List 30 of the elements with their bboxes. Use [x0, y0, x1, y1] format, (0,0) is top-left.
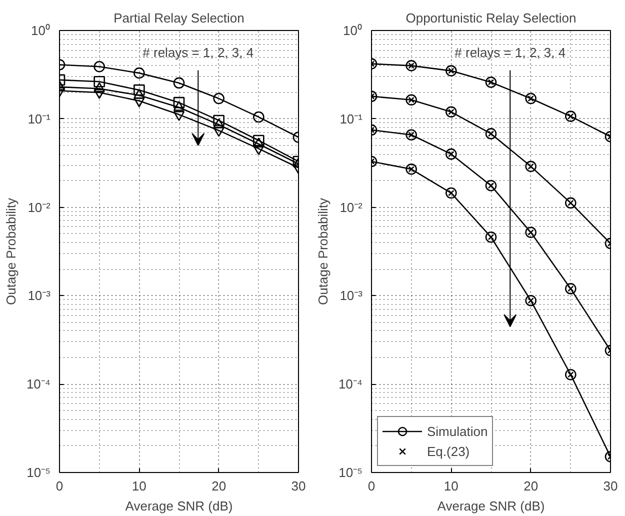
x-tick-label: 10: [132, 478, 146, 494]
y-tick-label: 10⁻³: [340, 288, 364, 304]
x-tick-label: 10: [444, 478, 458, 494]
y-tick-label: 10⁻⁴: [26, 376, 50, 392]
legend-label: Eq.(23): [427, 444, 470, 458]
y-tick-label: 10⁻³: [28, 288, 52, 304]
y-tick-label: 10⁻⁵: [26, 465, 51, 480]
chart-title: Opportunistic Relay Selection: [406, 10, 576, 26]
annotation: # relays = 1, 2, 3, 4: [142, 45, 254, 60]
y-axis-title: Outage Probability: [315, 198, 330, 305]
y-axis-title: Outage Probability: [3, 198, 18, 305]
chart-title: Partial Relay Selection: [114, 10, 244, 26]
y-tick-label: 10⁰: [31, 23, 51, 38]
y-tick-label: 10⁻²: [340, 200, 364, 215]
y-tick-label: 10⁰: [343, 23, 363, 38]
y-tick-label: 10⁻¹: [28, 111, 52, 126]
y-tick-label: 10⁻²: [28, 200, 52, 215]
x-tick-label: 20: [524, 478, 538, 494]
x-tick-label: 30: [603, 478, 618, 494]
x-axis-title: Average SNR (dB): [437, 498, 545, 514]
legend-label: Simulation: [427, 424, 488, 438]
y-tick-label: 10⁻¹: [340, 111, 364, 126]
x-tick-label: 0: [368, 478, 376, 494]
x-tick-label: 20: [212, 478, 226, 494]
x-axis-title: Average SNR (dB): [125, 498, 233, 514]
x-tick-label: 0: [56, 478, 64, 494]
y-tick-label: 10⁻⁵: [338, 465, 363, 480]
annotation: # relays = 1, 2, 3, 4: [454, 45, 566, 60]
x-tick-label: 30: [291, 478, 306, 494]
y-tick-label: 10⁻⁴: [338, 376, 362, 392]
